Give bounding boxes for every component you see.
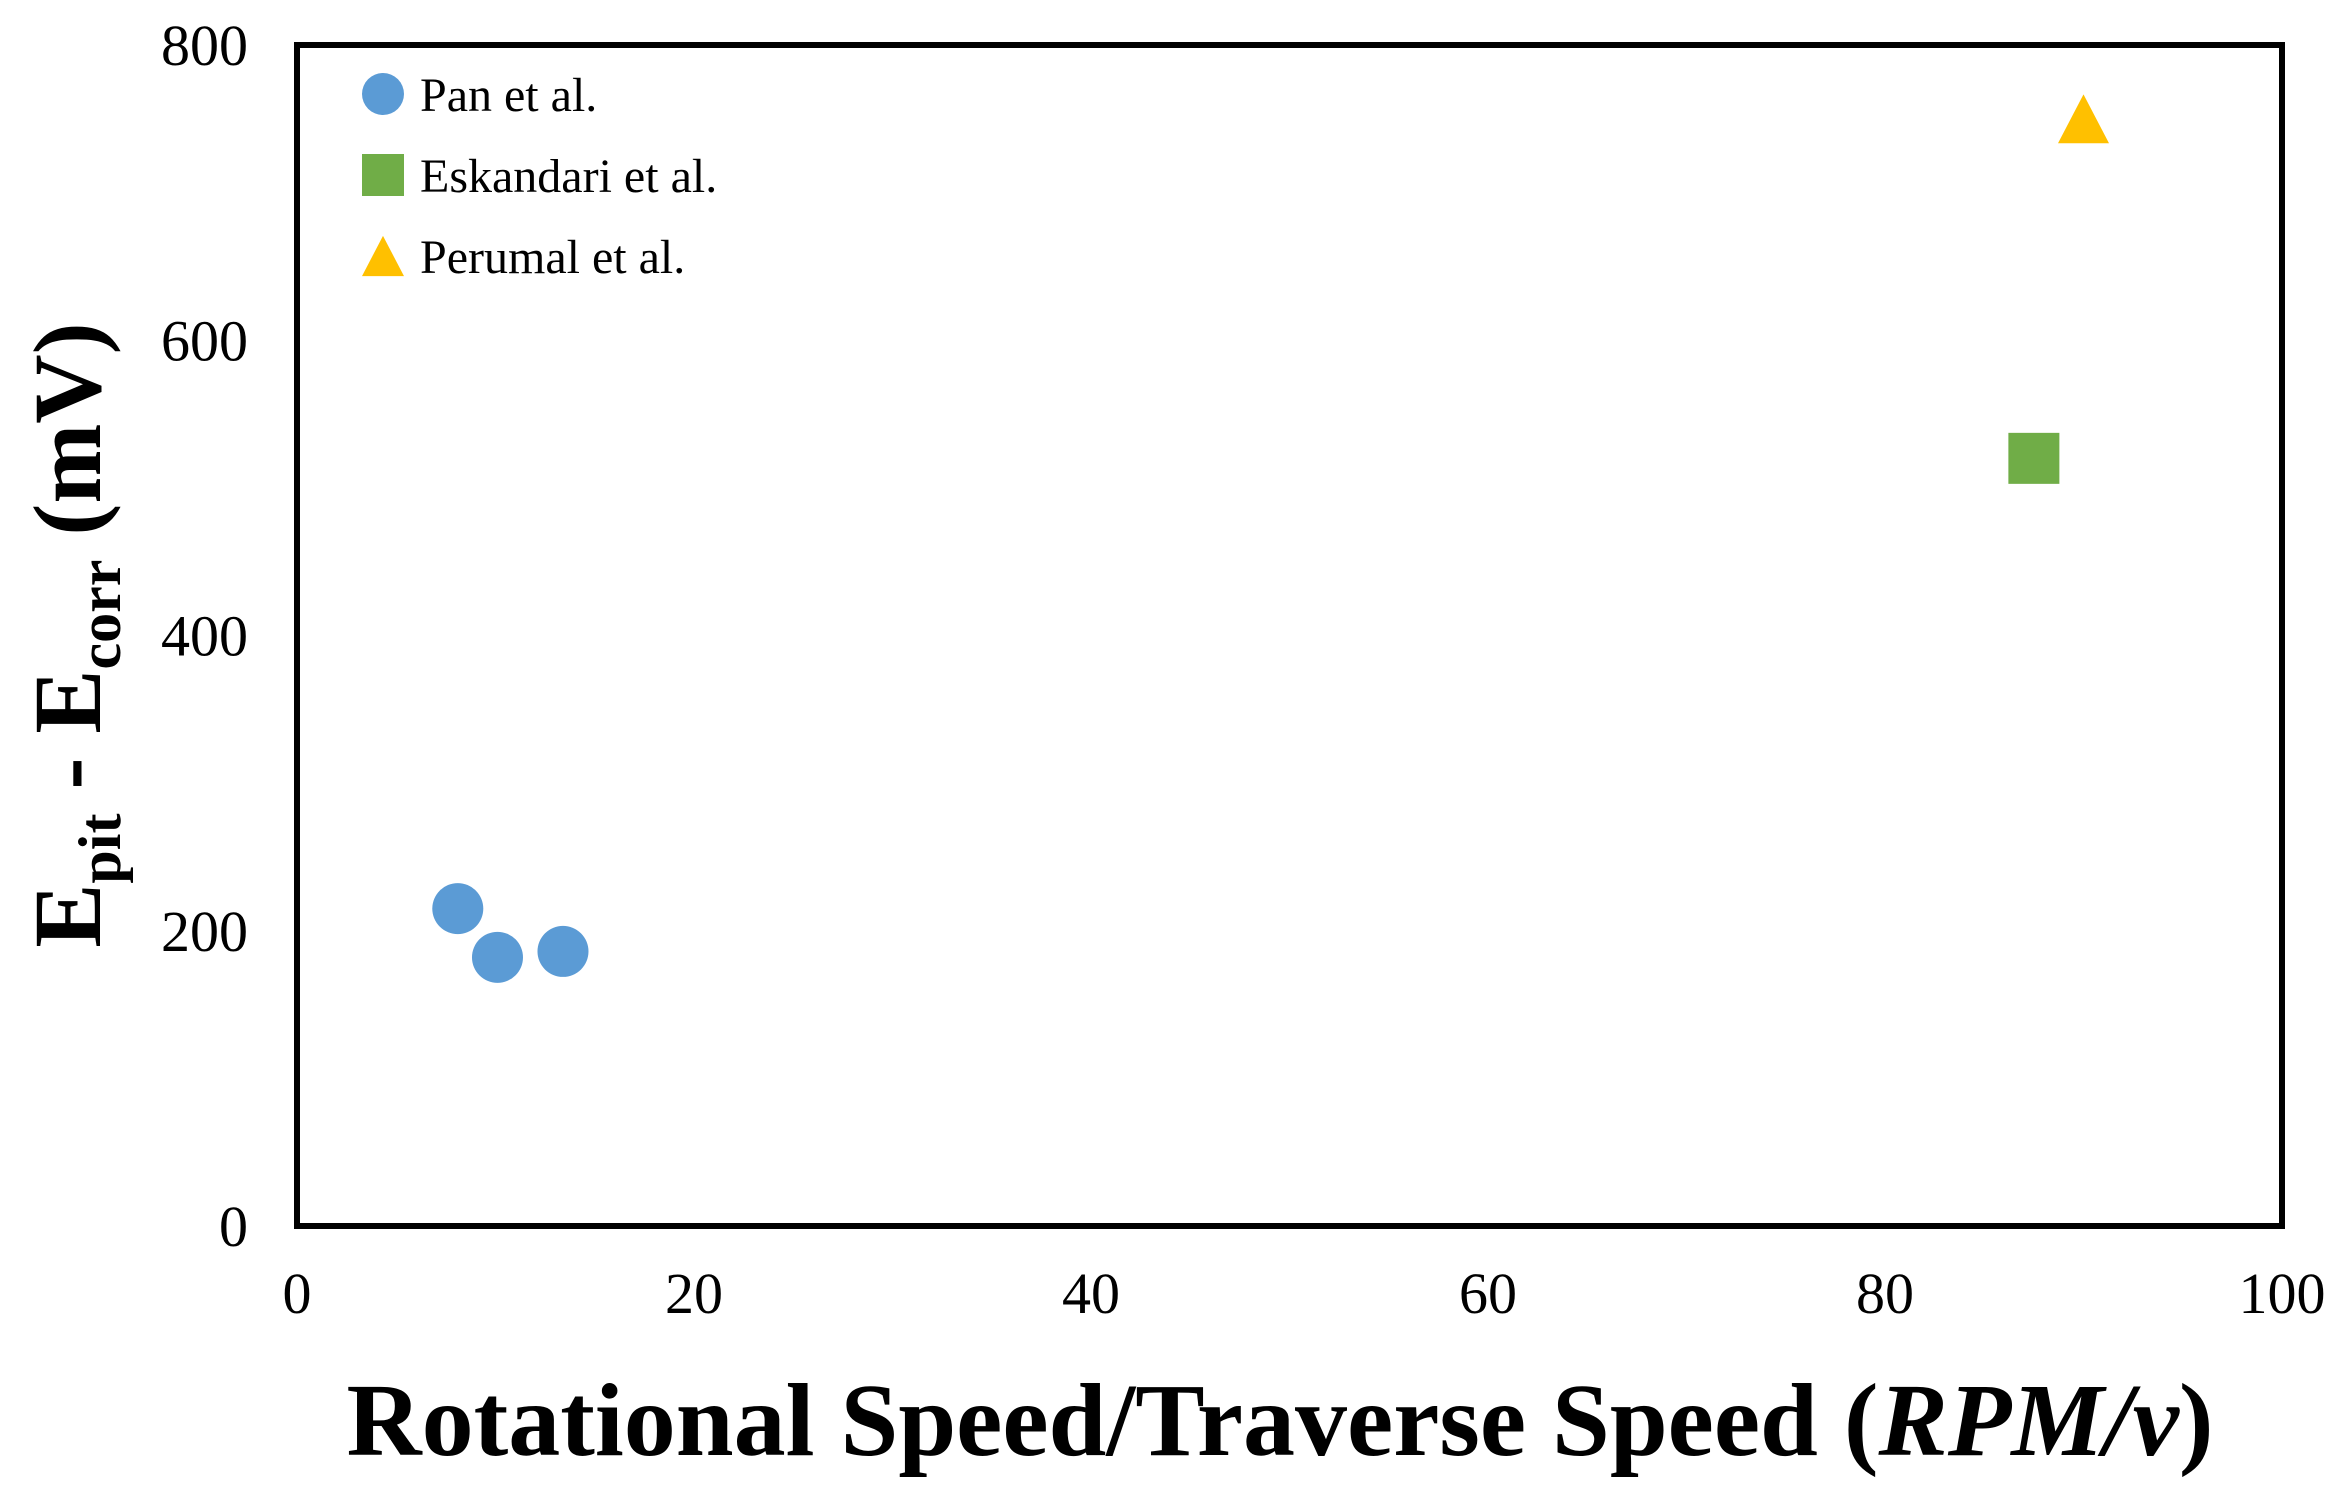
data-points-layer — [432, 94, 2109, 983]
legend: Pan et al. Eskandari et al. Perumal et al. — [362, 69, 717, 284]
y-tick-label: 200 — [161, 899, 248, 964]
circle-legend-marker-icon — [362, 73, 404, 115]
legend-item-label: Eskandari et al. — [420, 150, 717, 203]
data-point-marker — [432, 883, 484, 935]
y-axis-title-subscript: pit — [67, 814, 133, 884]
y-axis-title-text: (mV) — [14, 322, 121, 559]
series-square — [2008, 432, 2060, 484]
legend-item: Perumal et al. — [362, 231, 685, 284]
data-point-marker — [471, 931, 523, 983]
legend-item-label: Perumal et al. — [420, 231, 685, 284]
series-triangle — [2058, 94, 2109, 144]
y-axis-tick-labels: 0 200 400 600 800 — [161, 13, 248, 1259]
x-tick-label: 80 — [1856, 1261, 1914, 1326]
square-legend-marker-icon — [362, 154, 404, 196]
series-circle — [432, 883, 589, 983]
y-tick-label: 400 — [161, 604, 248, 669]
x-axis-title-suffix: ) — [2179, 1363, 2214, 1478]
data-point-marker — [537, 925, 589, 977]
x-axis-title-main: Rotational Speed/Traverse Speed ( — [346, 1363, 1878, 1478]
x-axis-title-unit: RPM/v — [1877, 1363, 2180, 1478]
x-tick-label: 0 — [283, 1261, 312, 1326]
x-tick-label: 100 — [2239, 1261, 2326, 1326]
plot-area-frame — [294, 42, 2285, 1229]
data-point-marker — [2058, 94, 2109, 144]
legend-item: Eskandari et al. — [362, 150, 717, 203]
y-tick-label: 0 — [219, 1194, 248, 1259]
legend-item-label: Pan et al. — [420, 69, 597, 122]
data-point-marker — [2008, 432, 2060, 484]
legend-item: Pan et al. — [362, 69, 597, 122]
y-axis-title-text: E — [14, 884, 121, 948]
y-axis-title-text: - E — [14, 670, 121, 814]
y-tick-label: 600 — [161, 308, 248, 373]
y-tick-label: 800 — [161, 13, 248, 78]
triangle-legend-marker-icon — [362, 235, 404, 277]
x-axis-title: Rotational Speed/Traverse Speed (RPM/v) — [346, 1363, 2213, 1478]
y-axis-title: Epit - Ecorr (mV) — [14, 322, 133, 947]
x-tick-label: 40 — [1062, 1261, 1120, 1326]
x-axis-tick-labels: 0 20 40 60 80 100 — [283, 1261, 2326, 1326]
x-tick-label: 60 — [1459, 1261, 1517, 1326]
y-axis-title-subscript: corr — [67, 560, 133, 670]
x-tick-label: 20 — [665, 1261, 723, 1326]
